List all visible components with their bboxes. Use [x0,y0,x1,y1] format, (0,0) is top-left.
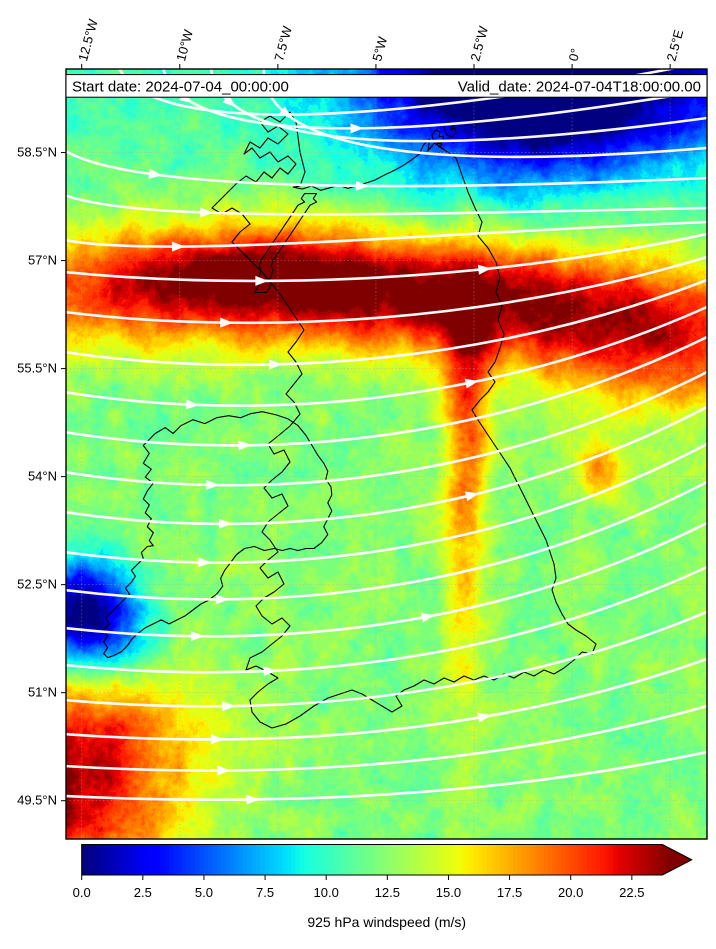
svg-text:55.5°N: 55.5°N [17,361,57,376]
svg-text:7.5: 7.5 [256,885,274,900]
svg-text:5.0: 5.0 [195,885,213,900]
svg-text:2.5°W: 2.5°W [467,24,491,63]
svg-text:52.5°N: 52.5°N [17,577,57,592]
svg-text:51°N: 51°N [28,685,57,700]
svg-text:5°W: 5°W [369,34,390,62]
svg-text:0.0: 0.0 [73,885,91,900]
svg-text:10°W: 10°W [173,27,196,62]
svg-text:2.5°E: 2.5°E [664,28,687,63]
svg-text:49.5°N: 49.5°N [17,793,57,808]
svg-text:57°N: 57°N [28,253,57,268]
svg-text:17.5: 17.5 [497,885,522,900]
svg-text:0°: 0° [565,47,583,63]
svg-text:20.0: 20.0 [558,885,583,900]
svg-text:12.5°W: 12.5°W [75,17,101,63]
svg-text:12.5: 12.5 [375,885,400,900]
svg-text:15.0: 15.0 [436,885,461,900]
svg-text:7.5°W: 7.5°W [271,24,295,63]
svg-text:2.5: 2.5 [134,885,152,900]
svg-text:22.5: 22.5 [619,885,644,900]
svg-text:Start date: 2024-07-04_00:00:0: Start date: 2024-07-04_00:00:00 [72,79,289,96]
svg-text:925 hPa windspeed (m/s): 925 hPa windspeed (m/s) [307,914,466,930]
svg-text:Valid_date: 2024-07-04T18:00:0: Valid_date: 2024-07-04T18:00:00.00 [458,79,701,96]
svg-text:58.5°N: 58.5°N [17,145,57,160]
svg-text:10.0: 10.0 [314,885,339,900]
svg-text:54°N: 54°N [28,469,57,484]
